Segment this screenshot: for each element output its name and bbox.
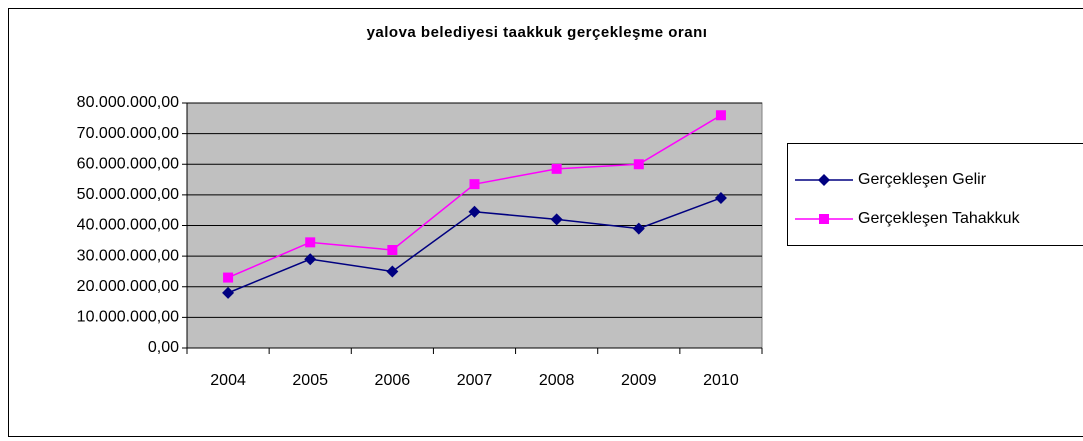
marker [714,191,727,204]
marker [633,159,644,170]
y-tick-label: 20.000.000,00 [77,278,179,295]
marker [387,245,398,255]
x-tick-label: 2004 [210,372,246,389]
marker [818,174,830,186]
y-tick-label: 30.000.000,00 [77,247,179,264]
y-tick-label: 80.000.000,00 [77,94,179,111]
x-tick-label: 2008 [539,372,575,389]
legend: Gerçekleşen Gelir Gerçekleşen Tahakkuk [787,143,1083,246]
legend-label: Gerçekleşen Gelir [858,171,987,188]
marker [632,222,645,235]
marker [469,179,480,190]
marker [304,253,317,266]
x-tick-label: 2010 [703,372,739,389]
x-tick-label: 2007 [457,372,493,389]
x-tick-label: 2006 [375,372,411,389]
marker [222,286,235,299]
x-tick-label: 2009 [621,372,657,389]
legend-box [787,143,1083,246]
y-tick-label: 60.000.000,00 [77,155,179,172]
marker [551,163,562,174]
y-tick-label: 70.000.000,00 [77,125,179,142]
marker [819,214,829,224]
y-tick-label: 40.000.000,00 [77,217,179,234]
marker [386,265,399,278]
legend-label: Gerçekleşen Tahakkuk [858,210,1021,227]
y-tick-label: 0,00 [148,339,179,356]
marker [223,272,234,283]
marker [305,237,316,248]
y-tick-label: 50.000.000,00 [77,186,179,203]
chart-title: yalova belediyesi taakkuk gerçekleşme or… [367,24,708,41]
y-tick-label: 10.000.000,00 [77,309,179,326]
marker [468,205,481,218]
x-tick-label: 2005 [292,372,328,389]
marker [715,110,726,121]
marker [550,213,563,226]
